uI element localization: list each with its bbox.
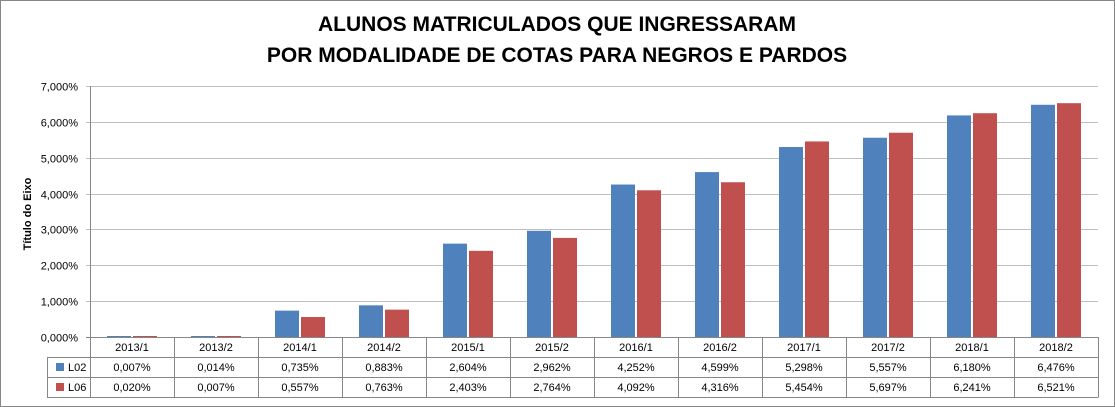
data-label-l06: 4,316% [701, 382, 739, 394]
bar-l06-2015-2 [553, 237, 577, 337]
data-label-l02: 0,014% [197, 362, 235, 374]
bar-l06-2016-1 [637, 190, 661, 337]
legend-swatch-l02 [56, 363, 64, 371]
data-label-l02: 0,735% [281, 362, 319, 374]
bar-l06-2018-2 [1057, 103, 1081, 337]
bar-l02-2013-1 [107, 336, 131, 337]
bar-l02-2014-2 [359, 305, 383, 337]
y-axis-title: Título do Eixo [22, 177, 34, 250]
y-tick-label: 2,000% [41, 261, 79, 273]
bar-l06-2014-1 [301, 317, 325, 337]
bar-l02-2014-1 [275, 310, 299, 337]
x-category-label: 2013/1 [115, 342, 149, 354]
bar-l02-2017-2 [863, 137, 887, 337]
x-category-label: 2018/2 [1039, 342, 1073, 354]
data-label-l06: 6,521% [1037, 382, 1075, 394]
y-tick-label: 7,000% [41, 82, 79, 94]
bar-l06-2018-1 [973, 113, 997, 337]
data-label-l06: 5,697% [869, 382, 907, 394]
x-category-label: 2015/1 [451, 342, 485, 354]
bar-l06-2017-2 [889, 132, 913, 337]
y-axis-ticks: 0,000% 1,000% 2,000% 3,000% 4,000% 5,000% 6,00… [41, 82, 79, 345]
bar-l06-2017-1 [805, 141, 829, 337]
legend-swatch-l06 [56, 383, 64, 391]
data-label-l02: 0,007% [113, 362, 151, 374]
data-label-l06: 0,020% [113, 382, 151, 394]
data-label-l02: 6,180% [953, 362, 991, 374]
bar-l02-2017-1 [779, 147, 803, 337]
bar-l02-2015-2 [527, 230, 551, 337]
x-category-label: 2017/1 [787, 342, 821, 354]
bars [107, 103, 1081, 337]
data-label-l02: 0,883% [365, 362, 403, 374]
x-category-label: 2017/2 [871, 342, 905, 354]
data-label-l02: 4,252% [617, 362, 655, 374]
data-label-l02: 5,557% [869, 362, 907, 374]
data-label-l02: 2,604% [449, 362, 487, 374]
y-tick-label: 6,000% [41, 118, 79, 130]
bar-l06-2016-2 [721, 182, 745, 337]
data-label-l06: 0,557% [281, 382, 319, 394]
bar-l02-2018-2 [1031, 104, 1055, 337]
bar-l02-2016-1 [611, 184, 635, 337]
data-label-l06: 0,007% [197, 382, 235, 394]
y-tick-label: 5,000% [41, 154, 79, 166]
y-tick-label: 0,000% [41, 333, 79, 345]
data-label-l02: 5,298% [785, 362, 823, 374]
bar-l06-2014-2 [385, 309, 409, 337]
data-label-l06: 2,403% [449, 382, 487, 394]
data-label-l06: 0,763% [365, 382, 403, 394]
data-label-l06: 2,764% [533, 382, 571, 394]
bar-l02-2018-1 [947, 115, 971, 337]
x-category-label: 2014/2 [367, 342, 401, 354]
legend-label-l06: L06 [68, 382, 86, 394]
x-category-label: 2014/1 [283, 342, 317, 354]
y-tick-label: 3,000% [41, 225, 79, 237]
data-label-l02: 2,962% [533, 362, 571, 374]
bar-l02-2016-2 [695, 172, 719, 337]
data-label-l06: 5,454% [785, 382, 823, 394]
x-category-label: 2016/1 [619, 342, 653, 354]
y-tick-label: 1,000% [41, 297, 79, 309]
data-label-l02: 6,476% [1037, 362, 1075, 374]
x-category-label: 2013/2 [199, 342, 233, 354]
chart-title-line-1: ALUNOS MATRICULADOS QUE INGRESSARAM [318, 13, 796, 36]
y-tick-label: 4,000% [41, 190, 79, 202]
gridlines [86, 86, 1098, 338]
legend-label-l02: L02 [68, 362, 86, 374]
bar-l02-2013-2 [191, 336, 215, 337]
data-label-l02: 4,599% [701, 362, 739, 374]
x-category-label: 2015/2 [535, 342, 569, 354]
bar-l06-2013-2 [217, 336, 241, 337]
data-label-l06: 6,241% [953, 382, 991, 394]
bar-l06-2013-1 [133, 336, 157, 337]
bar-l02-2015-1 [443, 243, 467, 337]
x-category-label: 2018/1 [955, 342, 989, 354]
bar-l06-2015-1 [469, 250, 493, 337]
data-table: 2013/1 2013/2 2014/1 2014/2 2015/1 2015/2 2016… [47, 337, 1099, 398]
data-label-l06: 4,092% [617, 382, 655, 394]
x-category-label: 2016/2 [703, 342, 737, 354]
chart-title-line-2: POR MODALIDADE DE COTAS PARA NEGROS E PA… [267, 44, 847, 67]
